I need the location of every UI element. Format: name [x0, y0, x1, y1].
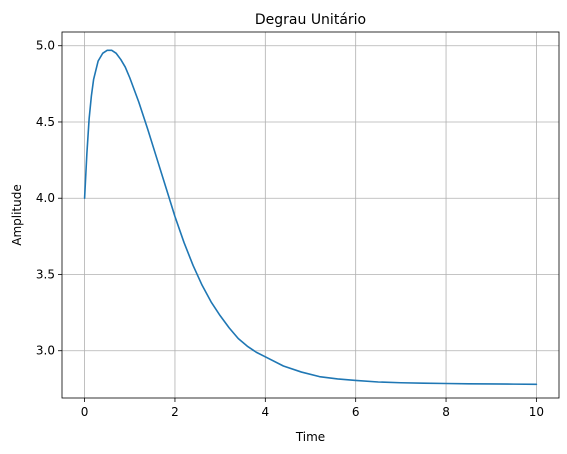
- chart-title: Degrau Unitário: [255, 12, 366, 28]
- y-tick-label: 4.0: [36, 191, 55, 205]
- x-tick-label: 6: [352, 405, 360, 419]
- x-axis-label: Time: [295, 430, 325, 444]
- x-tick-label: 10: [529, 405, 544, 419]
- x-tick-label: 8: [442, 405, 450, 419]
- series-layer: [83, 49, 538, 386]
- y-tick-label: 5.0: [36, 39, 55, 53]
- x-tick-label: 4: [261, 405, 269, 419]
- series-line: [83, 49, 538, 386]
- y-tick-label: 3.5: [36, 267, 55, 281]
- y-tick-label: 4.5: [36, 115, 55, 129]
- plot-frame: [61, 31, 560, 399]
- x-tick-label: 0: [81, 405, 89, 419]
- y-axis-label: Amplitude: [10, 184, 24, 246]
- x-axis-ticks: 0 2 4 6 8 10: [81, 398, 544, 419]
- grid: [62, 32, 559, 398]
- y-tick-label: 3.0: [36, 344, 55, 358]
- x-tick-label: 2: [171, 405, 179, 419]
- y-axis-ticks: 3.0 3.5 4.0 4.5 5.0: [36, 39, 62, 358]
